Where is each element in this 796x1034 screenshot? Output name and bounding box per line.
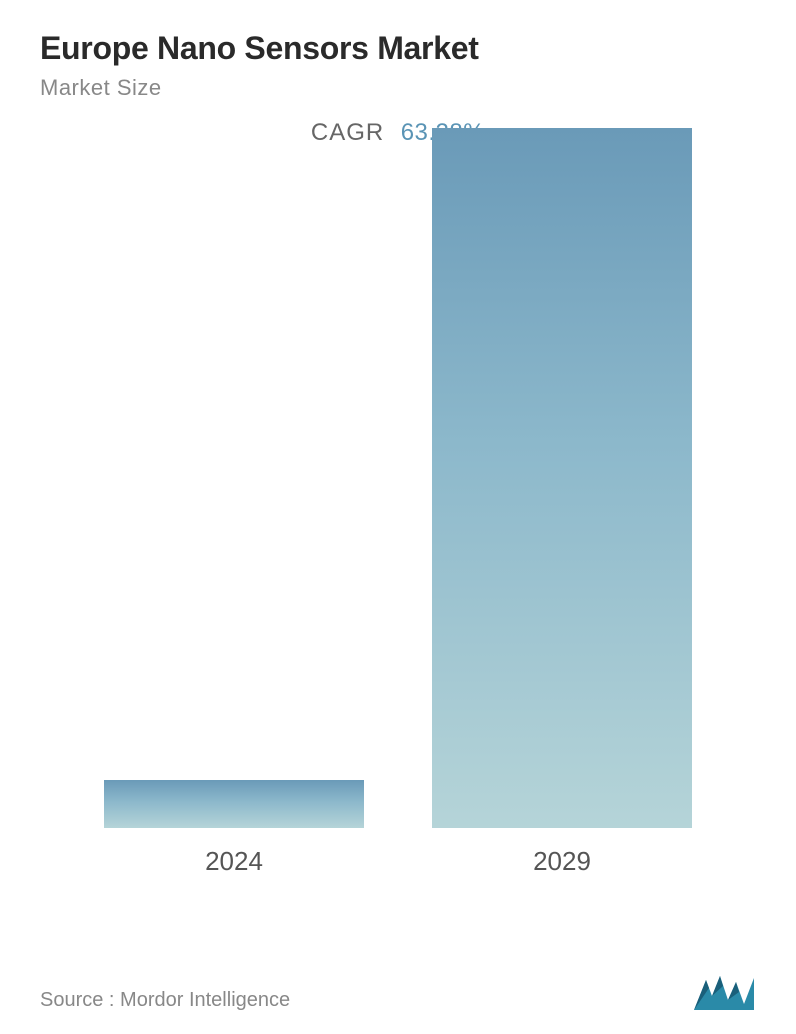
footer: Source : Mordor Intelligence bbox=[40, 972, 756, 1012]
bar-label-2024: 2024 bbox=[205, 846, 263, 877]
bar-group-2024: 2024 bbox=[94, 780, 374, 877]
source-text: Source : Mordor Intelligence bbox=[40, 989, 290, 1012]
bar-2029 bbox=[432, 128, 692, 828]
brand-logo-icon bbox=[692, 972, 756, 1012]
bar-label-2029: 2029 bbox=[533, 846, 591, 877]
chart-area: 2024 2029 bbox=[40, 157, 756, 877]
cagr-label: CAGR bbox=[311, 119, 384, 146]
chart-subtitle: Market Size bbox=[40, 75, 756, 101]
bar-group-2029: 2029 bbox=[422, 128, 702, 877]
bar-2024 bbox=[104, 780, 364, 828]
chart-title: Europe Nano Sensors Market bbox=[40, 30, 756, 67]
